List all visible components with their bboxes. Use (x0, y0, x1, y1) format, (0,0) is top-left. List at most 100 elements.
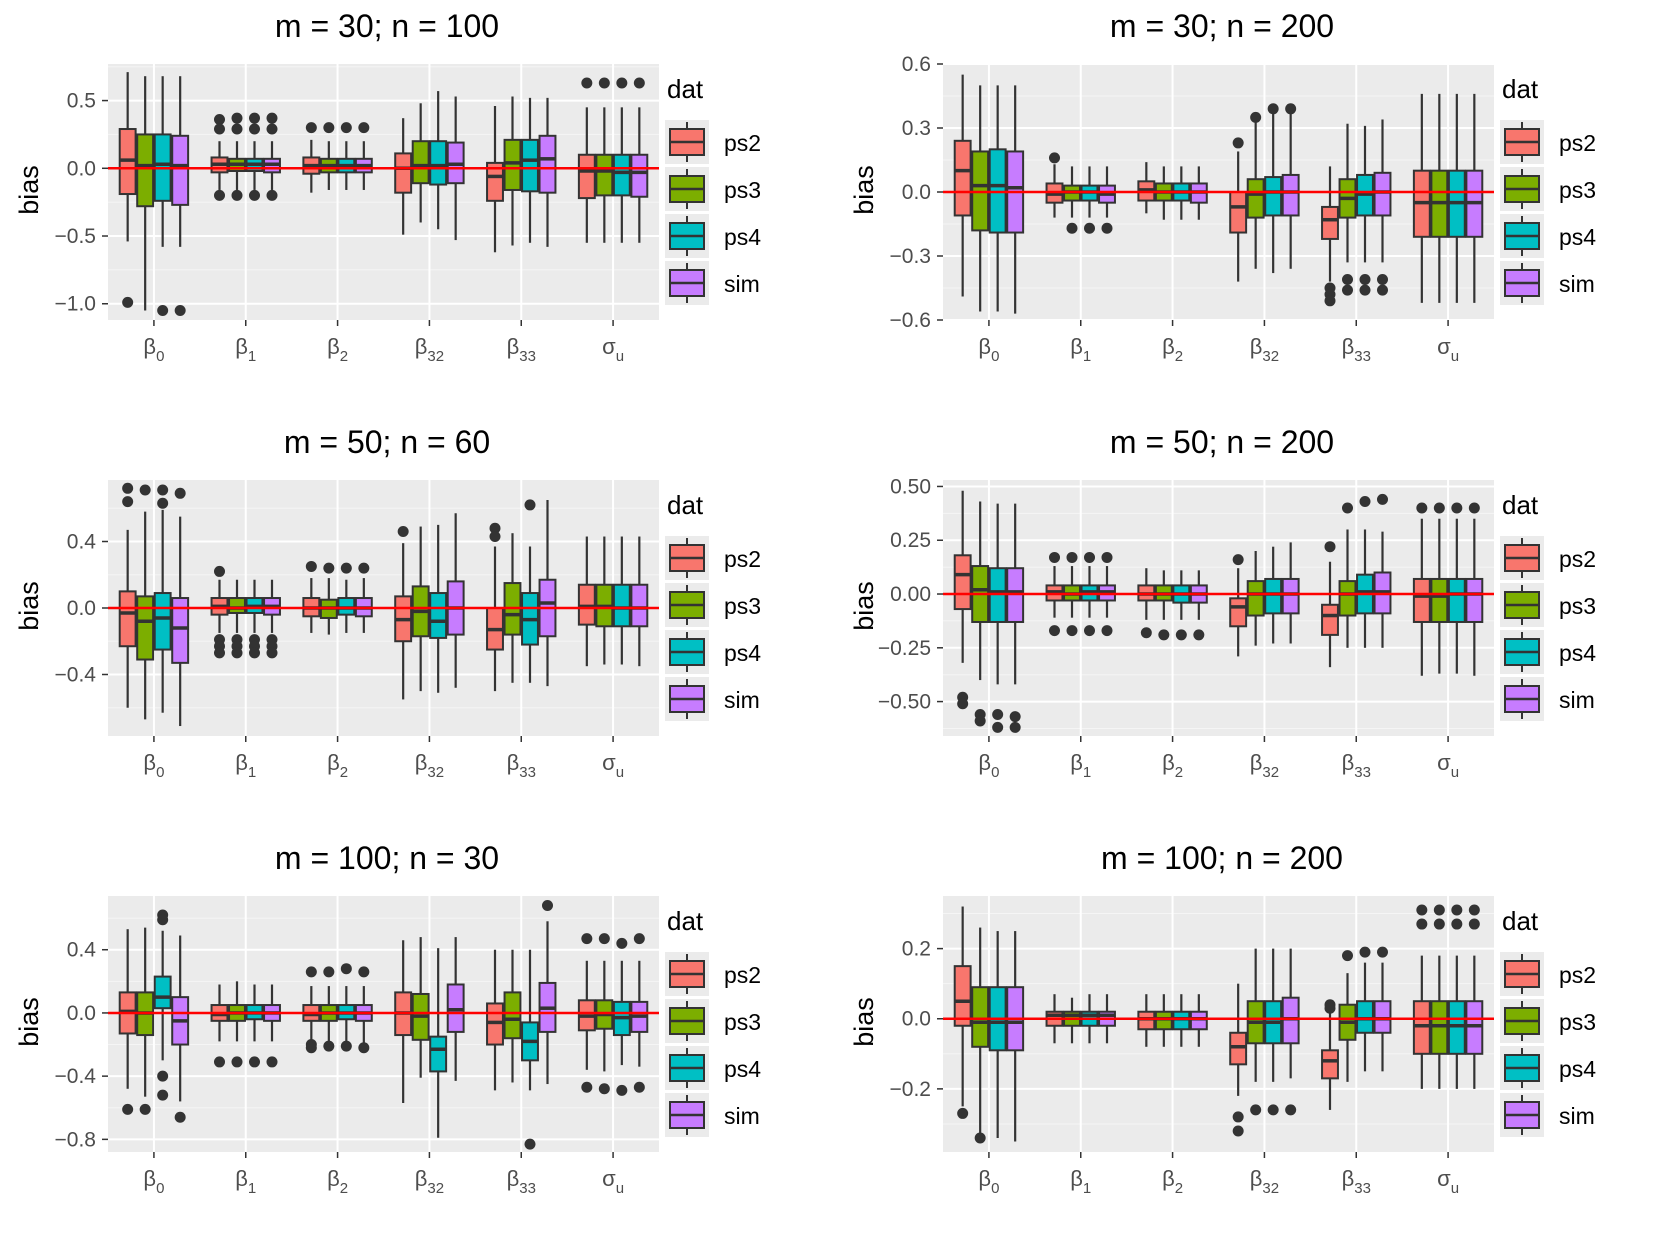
outlier-point (1193, 629, 1205, 641)
x-tick-label: β2 (327, 334, 348, 365)
panel-1: 0.5 0.0 −0.5 −1.0 β0 β1 β2 β32 β33 σu dat ps2 ps3 ps4… (55, 64, 761, 365)
outlier-point (305, 560, 317, 572)
outlier-point (358, 562, 370, 574)
outlier-point (1250, 1104, 1262, 1116)
box-ps3-cat-4 (1338, 950, 1357, 1082)
outlier-point (157, 497, 169, 509)
legend-title: dat (1502, 74, 1539, 104)
box-ps4-cat-0 (153, 909, 172, 1101)
legend-label-ps4: ps4 (724, 1056, 761, 1082)
legend: dat ps2 ps3 ps4 sim (665, 906, 761, 1137)
box-body (1373, 171, 1392, 217)
outlier-point (1359, 284, 1371, 296)
box-body (1465, 1000, 1484, 1055)
outlier-point (1232, 554, 1244, 566)
outlier-point (1084, 222, 1095, 234)
x-tick-label: β0 (978, 750, 999, 781)
x-tick-label: β32 (415, 1166, 444, 1197)
outlier-point (122, 496, 134, 508)
legend-title: dat (1502, 490, 1539, 520)
outlier-point (358, 1042, 370, 1054)
outlier-point (524, 1138, 536, 1150)
outlier-point (340, 562, 352, 574)
outlier-point (214, 565, 225, 577)
box-ps2-cat-4 (1321, 166, 1339, 307)
box-sim-cat-5 (1465, 93, 1484, 303)
box-ps3-cat-5 (595, 933, 614, 1095)
box-body (429, 140, 448, 186)
legend-title: dat (1502, 906, 1539, 936)
outlier-point (616, 937, 628, 949)
box-ps2-cat-5 (1412, 93, 1431, 303)
box-ps2-cat-0 (118, 482, 137, 708)
panel-4-title: m = 50; n = 200 (1110, 424, 1334, 460)
x-tick-label: β1 (1070, 1166, 1091, 1197)
x-tick-label: β2 (1162, 750, 1183, 781)
outlier-point (598, 77, 610, 89)
outlier-point (231, 112, 243, 124)
x-tick-label: σu (1437, 750, 1459, 781)
outlier-point (1101, 551, 1113, 563)
y-tick-label: −0.3 (890, 245, 931, 268)
outlier-point (157, 914, 169, 926)
outlier-point (122, 1103, 134, 1115)
box-body (1229, 191, 1248, 234)
y-tick-label: 0.0 (902, 181, 931, 204)
outlier-point (1101, 625, 1113, 637)
legend-label-sim: sim (724, 271, 760, 297)
legend-label-sim: sim (1559, 1103, 1595, 1129)
outlier-point (157, 1089, 169, 1101)
outlier-point (358, 122, 370, 134)
legend: dat ps2 ps3 ps4 sim (1500, 74, 1596, 305)
outlier-point (323, 562, 335, 574)
outlier-point (305, 1042, 317, 1054)
legend-label-ps2: ps2 (1559, 130, 1596, 156)
outlier-point (1084, 625, 1095, 637)
box-sim-cat-0 (171, 487, 190, 727)
box-ps3-cat-5 (1430, 904, 1449, 1089)
x-tick-label: β0 (143, 334, 164, 365)
box-sim-cat-5 (630, 933, 649, 1093)
box-ps4-cat-3 (429, 524, 448, 693)
panel-background (108, 896, 659, 1152)
outlier-point (1175, 629, 1187, 641)
outlier-point (323, 1040, 335, 1052)
box-ps4-cat-5 (612, 77, 631, 243)
outlier-point (616, 77, 628, 89)
box-body (595, 153, 614, 197)
x-tick-label: σu (1437, 334, 1459, 365)
box-ps4-cat-3 (1264, 948, 1283, 1116)
outlier-point (1250, 111, 1262, 123)
outlier-point (489, 522, 501, 534)
box-ps3-cat-2 (1154, 994, 1173, 1047)
y-tick-label: −1.0 (55, 293, 96, 316)
outlier-point (214, 114, 225, 126)
outlier-point (1359, 273, 1371, 285)
outlier-point (305, 122, 317, 134)
box-ps3-cat-3 (411, 526, 430, 692)
box-ps3-cat-0 (971, 927, 990, 1144)
panel-background (943, 480, 1494, 736)
outlier-point (1451, 502, 1463, 514)
outlier-point (266, 123, 278, 135)
box-body (1281, 173, 1300, 217)
legend-label-ps3: ps3 (724, 177, 761, 203)
x-tick-label: β1 (235, 334, 256, 365)
y-tick-label: −0.4 (55, 663, 97, 686)
y-tick-label: 0.0 (67, 597, 96, 620)
outlier-point (633, 77, 645, 89)
outlier-point (1468, 904, 1480, 916)
box-body (503, 138, 522, 191)
outlier-point (1267, 103, 1279, 115)
box-body (630, 583, 649, 628)
outlier-point (542, 899, 553, 911)
legend: dat ps2 ps3 ps4 sim (1500, 490, 1596, 721)
panel-2: 0.6 0.3 0.0 −0.3 −0.6 β0 β1 β2 β32 β33 σu dat ps2 ps3… (890, 53, 1597, 365)
box-ps3-cat-3 (411, 103, 430, 223)
box-ps3-cat-5 (1430, 502, 1449, 674)
x-tick-label: β33 (507, 750, 536, 781)
box-sim-cat-5 (1465, 904, 1484, 1089)
y-tick-label: 0.3 (902, 117, 931, 140)
x-tick-label: σu (602, 750, 624, 781)
x-tick-label: β0 (978, 334, 999, 365)
